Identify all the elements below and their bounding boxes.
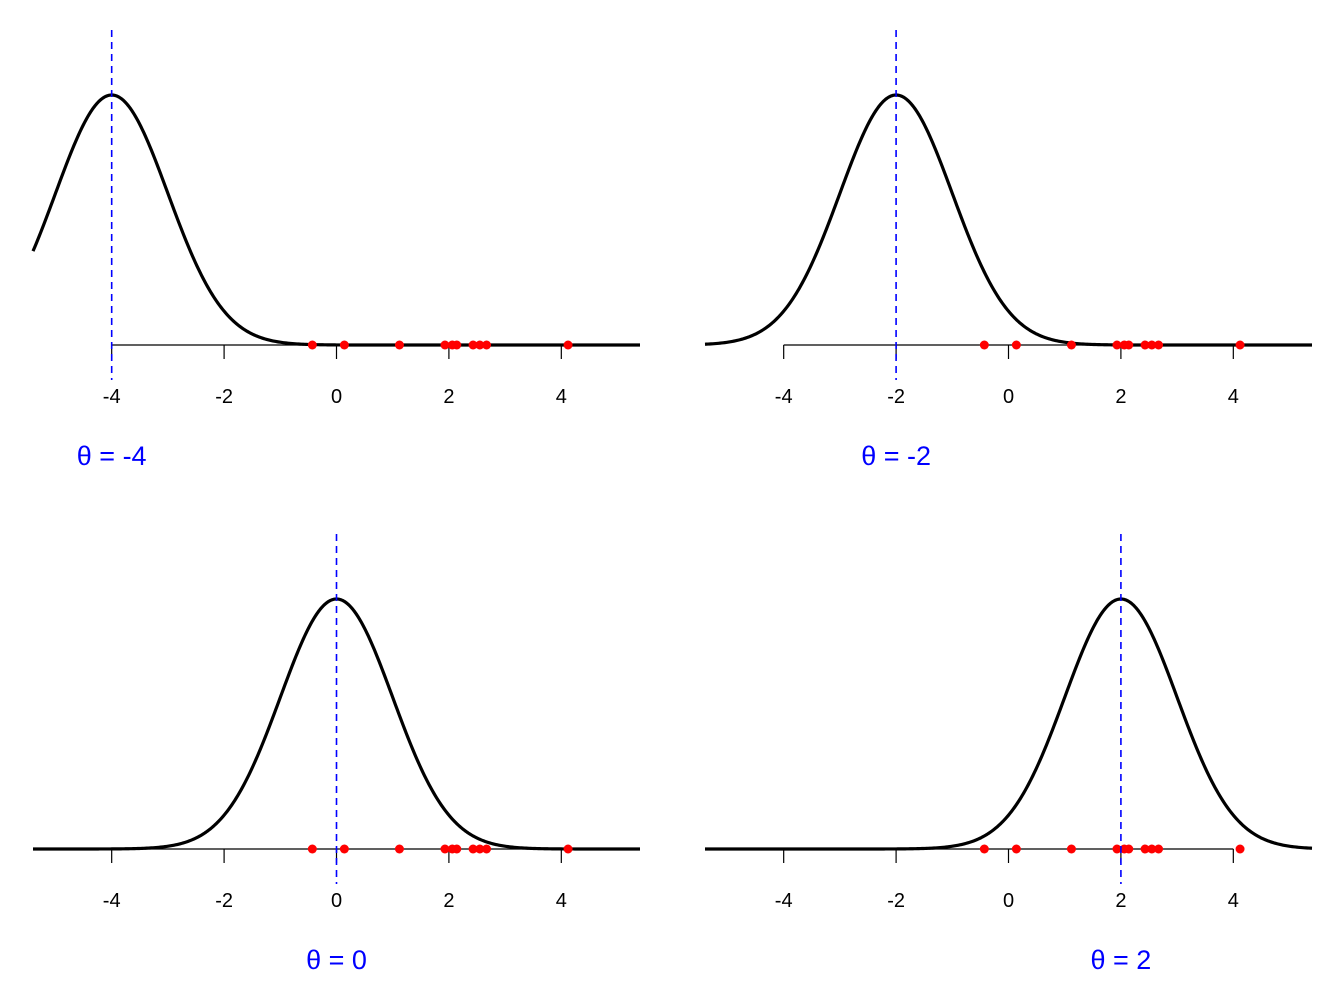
observation-point-8 bbox=[1147, 844, 1157, 854]
observation-point-1 bbox=[307, 340, 317, 350]
observation-point-3 bbox=[1066, 844, 1076, 854]
x-tick-label-neg4: -4 bbox=[775, 890, 793, 912]
observation-point-1 bbox=[979, 340, 989, 350]
observation-point-10 bbox=[563, 844, 573, 854]
x-tick-label-0: 0 bbox=[331, 386, 342, 408]
panel-theta-2: -4 -2 0 2 4 θ = 2 bbox=[704, 534, 1313, 975]
observation-point-9 bbox=[1154, 340, 1164, 350]
observation-point-10 bbox=[563, 340, 573, 350]
panel-theta-neg2: -4 -2 0 2 4 θ = -2 bbox=[704, 30, 1313, 471]
observation-point-6 bbox=[1124, 340, 1134, 350]
observation-point-8 bbox=[1147, 340, 1157, 350]
x-tick-label-4: 4 bbox=[1228, 890, 1239, 912]
x-tick-label-4: 4 bbox=[1228, 386, 1239, 408]
observation-point-1 bbox=[307, 844, 317, 854]
density-curve bbox=[704, 597, 1313, 851]
x-tick-label-neg4: -4 bbox=[103, 386, 121, 408]
observation-point-2 bbox=[1011, 340, 1021, 350]
observation-point-4 bbox=[1112, 844, 1122, 854]
observation-point-8 bbox=[475, 340, 485, 350]
density-curve bbox=[704, 93, 1313, 347]
x-tick-label-0: 0 bbox=[331, 890, 342, 912]
x-tick-label-2: 2 bbox=[1115, 386, 1126, 408]
observation-point-9 bbox=[482, 844, 492, 854]
observation-point-2 bbox=[1011, 844, 1021, 854]
x-tick-label-neg2: -2 bbox=[215, 890, 233, 912]
observation-point-9 bbox=[482, 340, 492, 350]
observation-point-7 bbox=[1140, 340, 1150, 350]
observation-point-2 bbox=[339, 844, 349, 854]
theta-label: θ = 2 bbox=[1091, 945, 1152, 975]
panel-theta-neg4: -4 -2 0 2 4 θ = -4 bbox=[31, 30, 641, 471]
observation-point-6 bbox=[1124, 844, 1134, 854]
x-tick-label-neg2: -2 bbox=[215, 386, 233, 408]
x-tick-label-neg2: -2 bbox=[887, 890, 905, 912]
x-tick-label-2: 2 bbox=[443, 386, 454, 408]
x-tick-label-0: 0 bbox=[1003, 890, 1014, 912]
observation-point-6 bbox=[452, 340, 462, 350]
panel-theta-0: -4 -2 0 2 4 θ = 0 bbox=[32, 534, 641, 975]
x-tick-label-2: 2 bbox=[443, 890, 454, 912]
observation-point-4 bbox=[440, 340, 450, 350]
observation-point-3 bbox=[394, 844, 404, 854]
theta-label: θ = 0 bbox=[306, 945, 367, 975]
x-tick-label-neg4: -4 bbox=[103, 890, 121, 912]
observation-point-7 bbox=[1140, 844, 1150, 854]
observation-point-7 bbox=[468, 340, 478, 350]
x-tick-label-0: 0 bbox=[1003, 386, 1014, 408]
theta-label: θ = -2 bbox=[861, 441, 931, 471]
x-tick-label-4: 4 bbox=[556, 386, 567, 408]
observation-point-7 bbox=[468, 844, 478, 854]
observation-point-10 bbox=[1235, 340, 1245, 350]
theta-label: θ = -4 bbox=[77, 441, 147, 471]
observation-point-8 bbox=[475, 844, 485, 854]
observation-point-1 bbox=[979, 844, 989, 854]
x-tick-label-neg2: -2 bbox=[887, 386, 905, 408]
density-curve bbox=[31, 93, 641, 347]
x-tick-label-4: 4 bbox=[556, 890, 567, 912]
observation-point-3 bbox=[394, 340, 404, 350]
observation-point-4 bbox=[1112, 340, 1122, 350]
observation-point-9 bbox=[1154, 844, 1164, 854]
x-tick-label-2: 2 bbox=[1115, 890, 1126, 912]
observation-point-10 bbox=[1235, 844, 1245, 854]
observation-point-6 bbox=[452, 844, 462, 854]
x-tick-label-neg4: -4 bbox=[775, 386, 793, 408]
observation-point-4 bbox=[440, 844, 450, 854]
observation-point-3 bbox=[1066, 340, 1076, 350]
observation-point-2 bbox=[339, 340, 349, 350]
